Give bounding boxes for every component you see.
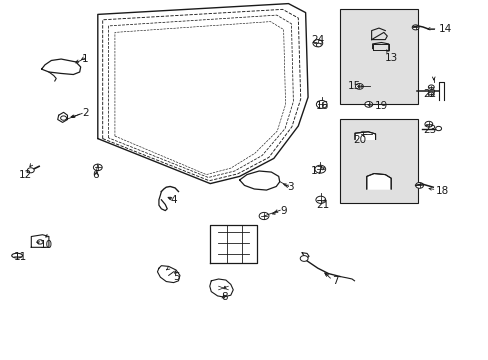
Circle shape [315, 196, 325, 203]
Ellipse shape [12, 253, 22, 258]
Circle shape [61, 116, 66, 120]
Text: 6: 6 [92, 170, 99, 180]
Text: 17: 17 [310, 166, 324, 176]
Circle shape [314, 165, 325, 173]
Text: 12: 12 [19, 170, 32, 180]
Polygon shape [58, 112, 67, 122]
Polygon shape [210, 225, 256, 263]
Circle shape [411, 25, 418, 30]
Text: 10: 10 [40, 240, 53, 250]
Circle shape [37, 240, 43, 244]
Polygon shape [354, 132, 375, 139]
Circle shape [316, 43, 321, 47]
Text: 21: 21 [315, 200, 329, 210]
Circle shape [300, 256, 307, 261]
Text: 23: 23 [423, 125, 436, 135]
Polygon shape [41, 59, 81, 75]
Text: 19: 19 [374, 101, 387, 111]
Text: 2: 2 [82, 108, 89, 118]
Circle shape [259, 212, 268, 220]
Text: 16: 16 [315, 101, 329, 111]
Polygon shape [239, 171, 279, 190]
Polygon shape [31, 235, 49, 247]
Polygon shape [366, 174, 390, 189]
Circle shape [415, 183, 423, 188]
Circle shape [435, 126, 441, 131]
Polygon shape [209, 279, 233, 297]
Text: 1: 1 [82, 54, 89, 64]
Circle shape [427, 85, 433, 89]
Circle shape [364, 102, 372, 107]
Circle shape [312, 40, 322, 47]
Text: 13: 13 [384, 53, 397, 63]
Text: 11: 11 [14, 252, 27, 262]
Text: 24: 24 [310, 35, 324, 45]
Text: 4: 4 [170, 195, 177, 205]
Circle shape [27, 168, 34, 173]
Circle shape [424, 121, 432, 127]
Polygon shape [157, 266, 180, 283]
Text: 9: 9 [280, 206, 286, 216]
Bar [339, 9, 417, 104]
Text: 5: 5 [172, 272, 179, 282]
Text: 20: 20 [352, 135, 365, 145]
Text: 7: 7 [331, 276, 338, 286]
Text: 22: 22 [423, 89, 436, 99]
Text: 3: 3 [287, 182, 294, 192]
Circle shape [427, 92, 433, 96]
Bar [339, 119, 417, 203]
Text: 15: 15 [347, 81, 361, 91]
Circle shape [355, 84, 363, 89]
Text: 18: 18 [435, 186, 448, 196]
Circle shape [93, 164, 102, 171]
Circle shape [359, 131, 366, 136]
Text: 8: 8 [221, 292, 228, 302]
Text: 14: 14 [437, 24, 451, 34]
Circle shape [316, 100, 326, 108]
